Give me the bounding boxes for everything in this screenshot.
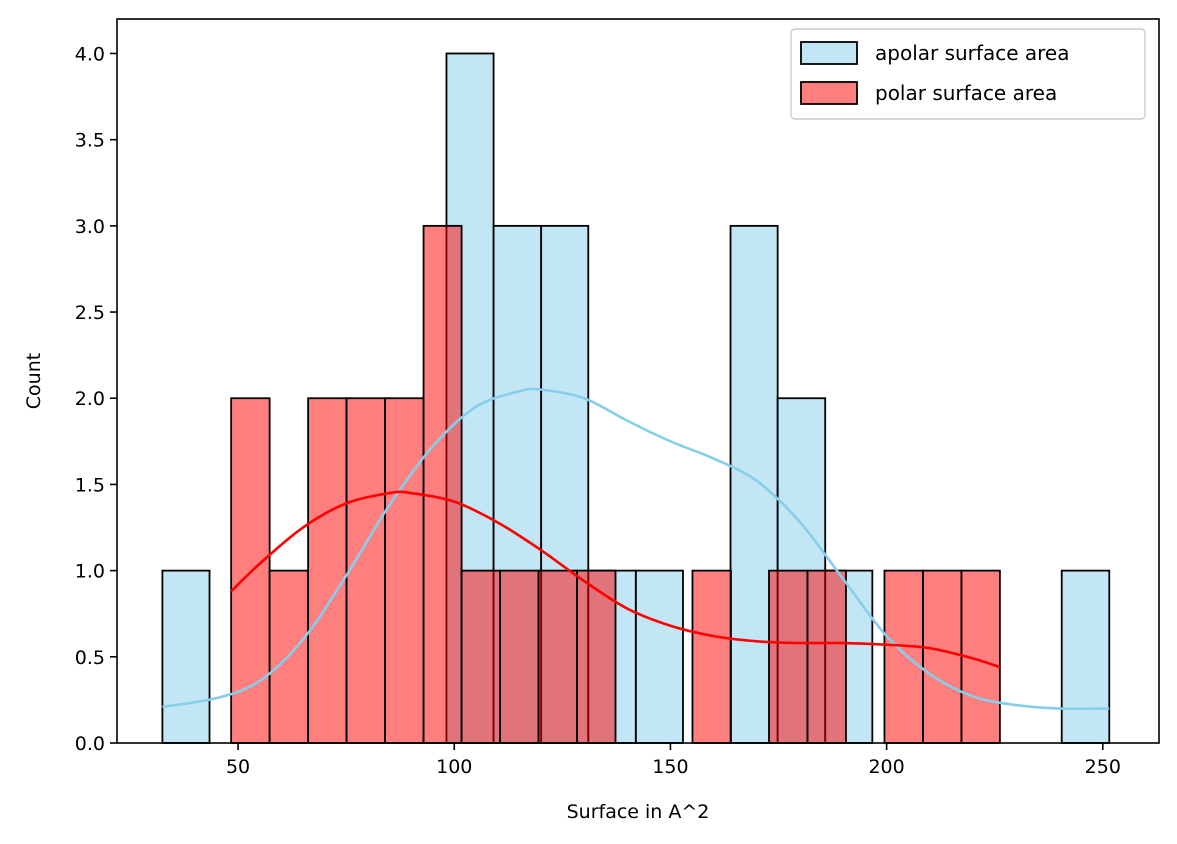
axes: 50 100 150 200 250 0.0 0.5 1.0 1.5 2.0 2.5 3.0 3.5 4.… (75, 18, 1160, 778)
series-bars-1 (230, 224, 1001, 744)
plot-area (161, 52, 1111, 744)
y-axis-label: Count (23, 353, 45, 409)
histogram-bar (345, 397, 386, 744)
legend-label-1: polar surface area (875, 81, 1057, 105)
histogram-bar (768, 569, 809, 744)
x-tick-label: 200 (868, 756, 904, 778)
histogram-bar (1060, 569, 1111, 744)
histogram-bar (922, 569, 963, 744)
histogram-bar (691, 569, 732, 744)
legend: apolar surface area polar surface area (790, 28, 1146, 120)
legend-swatch-1 (800, 81, 858, 105)
histogram-bar (307, 397, 348, 744)
y-tick-label: 0.5 (75, 647, 105, 669)
kde-curve-1 (230, 490, 1001, 669)
x-axis-label: Surface in A^2 (567, 801, 710, 823)
x-tick-label: 50 (226, 756, 250, 778)
y-tick-label: 4.0 (75, 43, 105, 65)
y-tick-label: 1.5 (75, 474, 105, 496)
histogram-bar (422, 224, 463, 744)
kde-curve-0 (162, 387, 1110, 711)
legend-label-0: apolar surface area (875, 41, 1069, 65)
y-tick-label: 1.0 (75, 561, 105, 583)
axes-frame (116, 18, 1160, 744)
histogram-bar (537, 569, 578, 744)
x-tick-label: 250 (1085, 756, 1121, 778)
y-tick-label: 3.0 (75, 216, 105, 238)
legend-swatch-0 (800, 41, 858, 65)
histogram-bar (576, 569, 617, 744)
y-tick-label: 2.5 (75, 302, 105, 324)
histogram-bar (384, 397, 425, 744)
x-tick-label: 100 (436, 756, 472, 778)
histogram-bar (883, 569, 924, 744)
histogram-bar (499, 569, 540, 744)
histogram-bar (634, 569, 684, 744)
legend-box (790, 28, 1146, 120)
y-tick-label: 3.5 (75, 130, 105, 152)
x-tick-label: 150 (652, 756, 688, 778)
y-tick-label: 0.0 (75, 733, 105, 755)
histogram-bar (460, 569, 501, 744)
histogram-bar (161, 569, 211, 744)
y-tick-label: 2.0 (75, 388, 105, 410)
histogram-bar (806, 569, 847, 744)
